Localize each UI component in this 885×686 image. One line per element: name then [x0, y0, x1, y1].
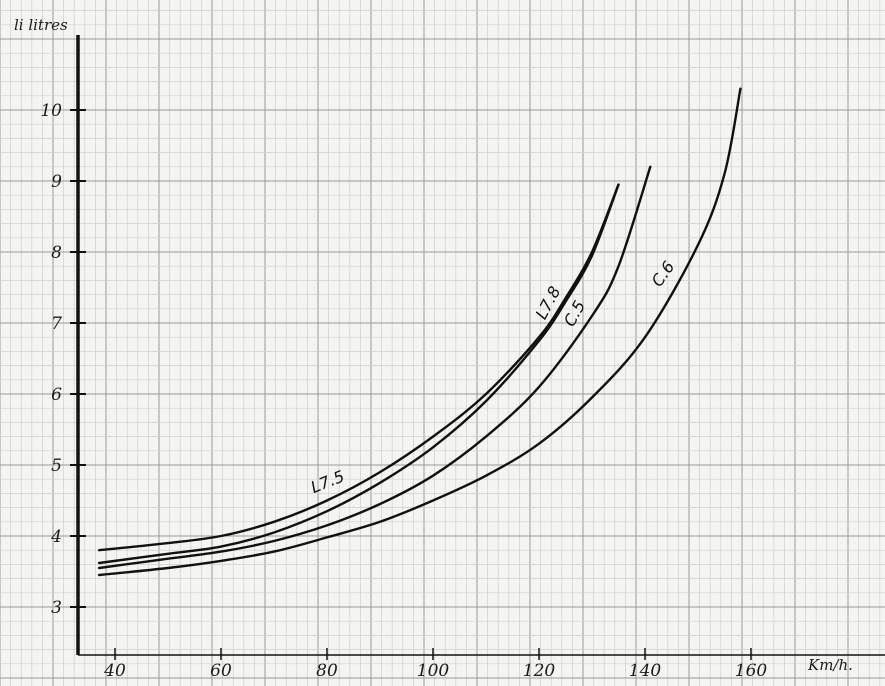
y-tick-label: 5: [51, 456, 62, 476]
y-tick-label: 6: [51, 385, 62, 405]
y-tick-label: 3: [51, 598, 62, 618]
y-tick-label: 4: [50, 527, 62, 547]
x-tick-label: 60: [210, 661, 232, 681]
chart-series: L7.5L7.8C.5C.6: [97, 87, 742, 577]
x-axis-title: Km/h.: [807, 656, 853, 674]
x-tick-label: 80: [316, 661, 338, 681]
y-tick-label: 10: [40, 101, 62, 121]
x-tick-label: 140: [629, 661, 662, 681]
series-line-l7-5: [97, 183, 620, 552]
series-line-l7-8: [97, 183, 620, 565]
chart-ticks: 3 4 5 6 7 8 9 10 40 60 80 100 120 140 160: [40, 101, 767, 681]
y-tick-label: 8: [51, 243, 62, 263]
chart-axes: [76, 35, 885, 656]
x-tick-label: 100: [417, 661, 450, 681]
x-tick-label: 40: [103, 661, 126, 681]
series-line-c-6: [97, 87, 742, 577]
y-axis-title: li litres: [14, 16, 68, 34]
x-tick-label: 160: [735, 661, 768, 681]
y-tick-label: 9: [51, 172, 62, 192]
series-label: L7.8: [532, 283, 565, 322]
x-tick-label: 120: [523, 661, 556, 681]
y-tick-label: 7: [51, 314, 62, 334]
series-label: C.6: [648, 258, 679, 291]
series-line-c-5: [97, 165, 652, 570]
